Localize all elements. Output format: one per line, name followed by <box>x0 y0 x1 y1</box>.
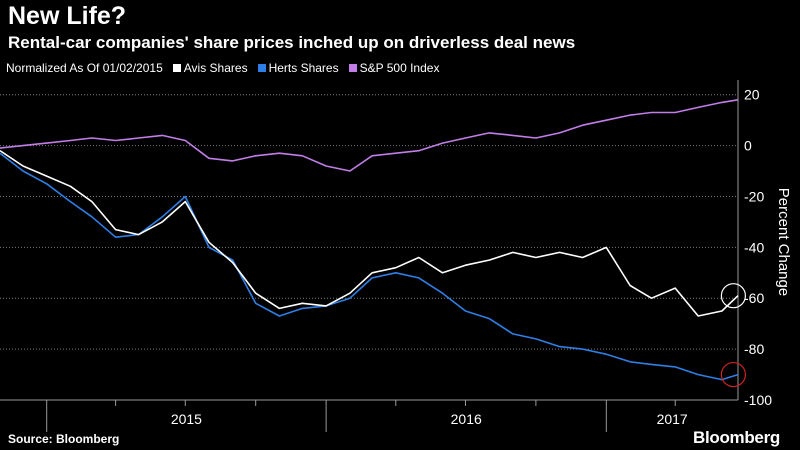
chart-title: New Life? <box>8 2 127 30</box>
y-tick-label: -40 <box>744 239 764 255</box>
legend-item-sp500: S&P 500 Index <box>348 61 440 75</box>
y-axis: 20 0 -20 -40 -60 -80 -100 <box>737 80 772 408</box>
bloomberg-logo: Bloomberg <box>692 428 780 447</box>
y-tick-label: 0 <box>744 138 752 154</box>
legend-note: Normalized As Of 01/02/2015 <box>6 61 163 75</box>
x-tick-label: 2016 <box>451 411 482 427</box>
source-note: Source: Bloomberg <box>8 432 120 446</box>
x-axis: 2015 2016 2017 <box>0 399 738 432</box>
annotations <box>720 283 747 388</box>
y-tick-label: 20 <box>744 87 760 103</box>
legend-label-herts: Herts Shares <box>268 61 339 75</box>
legend-item-herts: Herts Shares <box>257 61 339 75</box>
legend-swatch-avis <box>172 64 181 72</box>
legend-swatch-herts <box>257 64 266 72</box>
series-lines <box>0 99 739 381</box>
legend-label-avis: Avis Shares <box>183 61 248 75</box>
y-tick-label: -60 <box>744 290 764 306</box>
y-axis-label: Percent Change <box>775 188 792 296</box>
herts-highlight-circle <box>720 361 747 388</box>
x-tick-label: 2015 <box>171 411 202 427</box>
y-tick-label: -100 <box>744 392 772 408</box>
legend-swatch-sp500 <box>348 64 357 72</box>
grid-lines <box>0 94 738 401</box>
x-tick-label: 2017 <box>657 411 688 427</box>
series-line-s-p-500-index <box>0 99 739 172</box>
y-tick-label: -20 <box>744 188 764 204</box>
y-tick-label: -80 <box>744 341 764 357</box>
avis-highlight-circle <box>720 283 747 309</box>
legend-item-avis: Avis Shares <box>172 61 248 75</box>
chart-subtitle: Rental-car companies' share prices inche… <box>8 33 576 52</box>
series-line-herts-shares <box>0 152 739 381</box>
legend-label-sp500: S&P 500 Index <box>359 61 440 75</box>
legend: Normalized As Of 01/02/2015 Avis Shares … <box>6 61 439 75</box>
series-line-avis-shares <box>0 150 739 317</box>
